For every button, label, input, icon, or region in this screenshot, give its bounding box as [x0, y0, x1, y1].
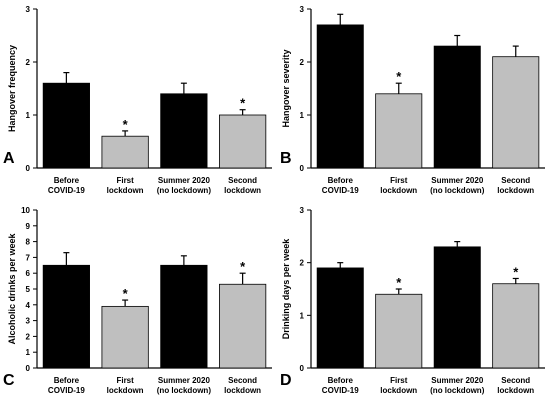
y-tick-label: 1	[300, 311, 305, 320]
bar	[375, 93, 423, 169]
y-tick-label: 1	[26, 111, 31, 120]
x-category-label: COVID-19	[48, 186, 85, 195]
x-category-label: lockdown	[497, 386, 534, 395]
significance-marker: *	[396, 69, 402, 84]
bar	[219, 283, 267, 369]
x-category-label: COVID-19	[48, 386, 85, 395]
x-category-label: Summer 2020	[431, 176, 484, 185]
bar	[101, 305, 149, 369]
significance-marker: *	[240, 96, 246, 111]
bar	[101, 135, 149, 169]
x-category-label: Second	[228, 376, 257, 385]
x-category-label: (no lockdown)	[157, 186, 212, 195]
x-category-label: lockdown	[224, 386, 261, 395]
x-category-label: (no lockdown)	[430, 386, 485, 395]
x-category-label: Second	[501, 376, 530, 385]
x-category-label: Summer 2020	[158, 376, 211, 385]
chart-panel-c: 0 1 2 3 4 5 6 7 8 9 10 Alcoholic drinks per week Bef…	[3, 206, 272, 395]
x-category-label: First	[116, 376, 134, 385]
bar	[42, 264, 90, 369]
y-axis-label: Drinking days per week	[281, 238, 291, 340]
x-category-label: lockdown	[497, 186, 534, 195]
chart-panel-d: 0 1 2 3 Drinking days per week BeforeCOVID-19…	[280, 206, 545, 395]
y-tick-label: 6	[26, 269, 31, 278]
bar	[316, 24, 364, 169]
significance-marker: *	[513, 264, 519, 279]
bar	[375, 293, 423, 369]
bar	[219, 114, 267, 169]
x-category-label: Summer 2020	[158, 176, 211, 185]
x-category-label: Second	[228, 176, 257, 185]
y-tick-label: 2	[26, 332, 31, 341]
y-tick-label: 3	[26, 317, 31, 326]
panel-letter: C	[3, 372, 15, 389]
bar	[160, 264, 208, 369]
x-category-label: Before	[54, 176, 80, 185]
significance-marker: *	[123, 117, 129, 132]
y-tick-label: 0	[26, 164, 31, 173]
x-category-label: Before	[328, 376, 354, 385]
panel-letter: A	[3, 150, 15, 167]
panel-letter: D	[280, 372, 292, 389]
x-category-label: First	[390, 176, 408, 185]
x-category-label: lockdown	[380, 386, 417, 395]
y-tick-label: 0	[300, 364, 305, 373]
y-tick-label: 1	[26, 348, 31, 357]
y-tick-label: 10	[21, 206, 30, 215]
y-tick-label: 1	[300, 111, 305, 120]
significance-marker: *	[240, 259, 246, 274]
x-category-label: lockdown	[380, 186, 417, 195]
x-category-label: Summer 2020	[431, 376, 484, 385]
bar	[316, 267, 364, 369]
bar	[433, 45, 481, 169]
x-category-label: Second	[501, 176, 530, 185]
y-tick-label: 9	[26, 222, 31, 231]
x-category-label: First	[116, 176, 134, 185]
y-tick-label: 2	[300, 58, 305, 67]
y-tick-label: 3	[300, 206, 305, 215]
bar	[492, 56, 540, 169]
bar	[492, 283, 540, 369]
panel-letter: B	[280, 150, 292, 167]
y-tick-label: 3	[26, 5, 31, 14]
bar	[433, 246, 481, 369]
y-tick-label: 2	[26, 58, 31, 67]
x-category-label: Before	[54, 376, 80, 385]
y-tick-label: 0	[300, 164, 305, 173]
y-tick-label: 3	[300, 5, 305, 14]
y-tick-label: 4	[26, 301, 31, 310]
x-category-label: COVID-19	[322, 186, 359, 195]
y-tick-label: 8	[26, 238, 31, 247]
y-axis-label: Hangover frequency	[7, 45, 17, 132]
significance-marker: *	[396, 275, 402, 290]
y-tick-label: 5	[26, 285, 31, 294]
x-category-label: First	[390, 376, 408, 385]
x-category-label: Before	[328, 176, 354, 185]
y-tick-label: 0	[26, 364, 31, 373]
bar	[42, 82, 90, 169]
y-tick-label: 2	[300, 259, 305, 268]
x-category-label: (no lockdown)	[430, 186, 485, 195]
significance-marker: *	[123, 286, 129, 301]
x-category-label: (no lockdown)	[157, 386, 212, 395]
y-tick-label: 7	[26, 253, 31, 262]
x-category-label: COVID-19	[322, 386, 359, 395]
y-axis-label: Hangover severity	[281, 49, 291, 127]
x-category-label: lockdown	[107, 386, 144, 395]
y-axis-label: Alcoholic drinks per week	[7, 232, 17, 344]
x-category-label: lockdown	[107, 186, 144, 195]
x-category-label: lockdown	[224, 186, 261, 195]
bar	[160, 93, 208, 169]
